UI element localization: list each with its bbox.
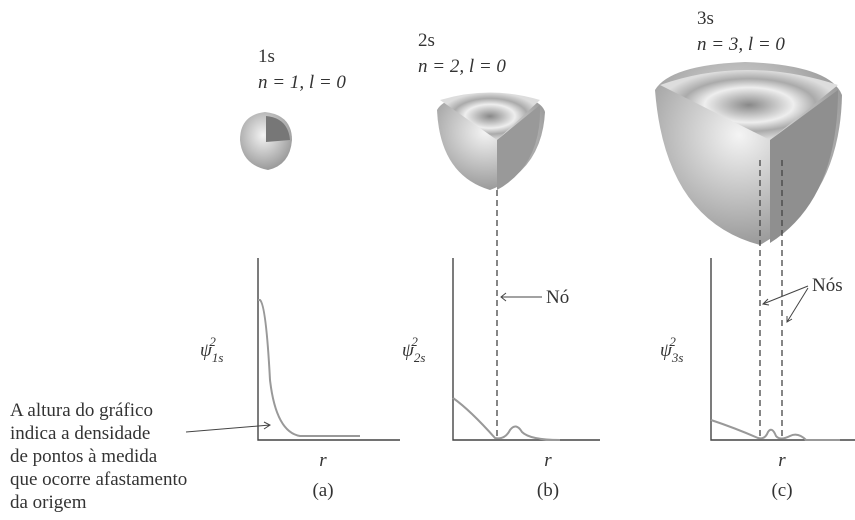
annotation-line: indica a densidade bbox=[10, 423, 150, 444]
node-label: Nó bbox=[546, 287, 569, 308]
x-label: r bbox=[778, 450, 786, 471]
quantum-numbers: n = 2, l = 0 bbox=[418, 56, 506, 77]
density-curve bbox=[452, 397, 561, 441]
arrow bbox=[500, 292, 542, 302]
orbital-label: 3s bbox=[697, 8, 714, 29]
caption: (b) bbox=[537, 480, 559, 501]
caption: (a) bbox=[312, 480, 333, 501]
axes bbox=[452, 258, 600, 441]
orbital-label: 1s bbox=[258, 46, 275, 67]
subscript: 3s bbox=[671, 350, 684, 365]
x-label: r bbox=[544, 450, 552, 471]
density-curve bbox=[258, 299, 360, 437]
density-curve bbox=[710, 419, 840, 441]
quantum-numbers: n = 1, l = 0 bbox=[258, 72, 346, 93]
arrow bbox=[185, 421, 271, 433]
y-label: ψ1s2 bbox=[200, 334, 223, 365]
symbol: ψ bbox=[200, 340, 213, 361]
orbital-1s bbox=[240, 112, 292, 170]
subscript: 1s bbox=[212, 350, 224, 365]
subscript: 2s bbox=[414, 350, 426, 365]
superscript: 2 bbox=[669, 334, 676, 349]
annotation-line: que ocorre afastamento bbox=[10, 469, 187, 490]
symbol: ψ bbox=[660, 340, 673, 361]
node-label: Nós bbox=[812, 275, 843, 296]
annotation-line: de pontos à medida bbox=[10, 446, 158, 467]
x-label: r bbox=[319, 450, 327, 471]
orbital-2s bbox=[437, 92, 545, 190]
superscript: 2 bbox=[411, 334, 418, 349]
annotation-line: A altura do gráfico bbox=[10, 400, 153, 421]
orbital-label: 2s bbox=[418, 30, 435, 51]
superscript: 2 bbox=[209, 334, 216, 349]
symbol: ψ bbox=[402, 340, 415, 361]
annotation: A altura do gráfico indica a densidade d… bbox=[10, 400, 187, 513]
y-label: ψ2s2 bbox=[402, 334, 425, 365]
annotation-line: da origem bbox=[10, 492, 87, 513]
quantum-numbers: n = 3, l = 0 bbox=[697, 34, 785, 55]
arrow bbox=[761, 285, 809, 323]
y-label: ψ3s2 bbox=[660, 334, 683, 365]
caption: (c) bbox=[771, 480, 792, 501]
axes bbox=[257, 258, 400, 441]
orbital-3s bbox=[655, 62, 842, 245]
